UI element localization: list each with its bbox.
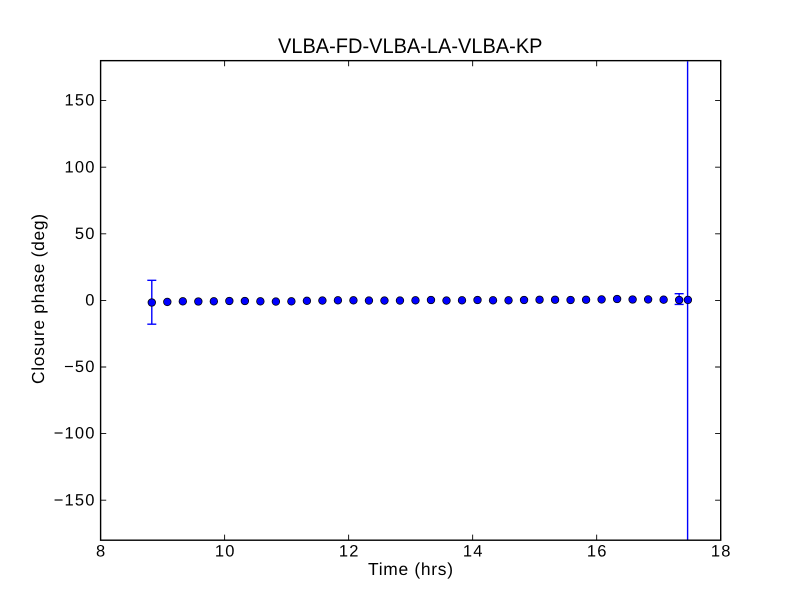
svg-text:16: 16: [587, 542, 608, 560]
svg-text:150: 150: [65, 92, 96, 110]
svg-text:Time (hrs): Time (hrs): [368, 559, 453, 579]
svg-text:50: 50: [75, 225, 96, 243]
svg-text:10: 10: [215, 542, 236, 560]
svg-text:0: 0: [85, 292, 95, 310]
svg-text:−100: −100: [54, 425, 96, 443]
svg-text:−50: −50: [64, 358, 96, 376]
svg-text:14: 14: [463, 542, 484, 560]
svg-text:VLBA-FD-VLBA-LA-VLBA-KP: VLBA-FD-VLBA-LA-VLBA-KP: [278, 35, 543, 58]
svg-text:12: 12: [339, 542, 360, 560]
svg-text:18: 18: [711, 542, 732, 560]
svg-text:100: 100: [65, 158, 96, 176]
svg-text:Closure phase (deg): Closure phase (deg): [28, 214, 48, 384]
svg-text:−150: −150: [54, 491, 96, 509]
svg-text:8: 8: [96, 542, 106, 560]
